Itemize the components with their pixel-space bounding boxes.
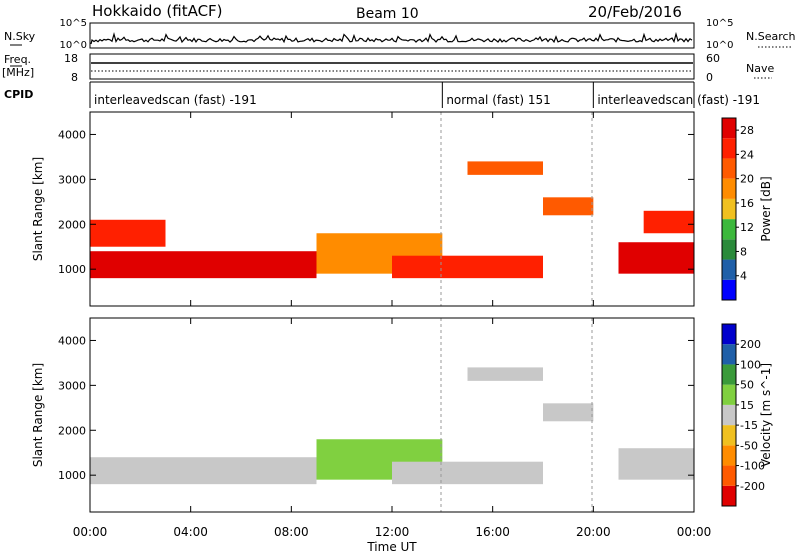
nsky-tick-top: 10^5 <box>60 18 87 29</box>
freq-unit: [MHz] <box>2 66 34 79</box>
colorbar-swatch <box>722 404 736 426</box>
nsearch-label: N.Search <box>746 30 796 43</box>
velocity-panel: 1000 2000 3000 4000 <box>58 317 695 513</box>
colorbar-tick-label: 12 <box>740 221 754 234</box>
colorbar-swatch <box>722 324 736 345</box>
colorbar-swatch <box>722 239 736 260</box>
cpid-segment-label: interleavedscan (fast) -191 <box>597 93 760 107</box>
heatmap-cell <box>467 161 543 175</box>
colorbar-swatch <box>722 445 736 466</box>
cpid-label: CPID <box>4 88 33 101</box>
colorbar-tick-label: -15 <box>740 419 758 432</box>
colorbar-tick-label: 16 <box>740 197 754 210</box>
colorbar-frame <box>721 323 737 507</box>
power-y-axis-label: Slant Range [km] <box>31 157 45 261</box>
colorbar-tick-label: 28 <box>740 124 754 137</box>
colorbar-swatch <box>722 219 736 240</box>
x-tick-label: 12:00 <box>375 525 410 539</box>
y-tick-label: 4000 <box>58 334 86 347</box>
x-axis-label: Time UT <box>366 540 417 554</box>
y-tick-label: 2000 <box>58 218 86 231</box>
cpid-strip: interleavedscan (fast) -191 normal (fast)… <box>89 81 760 108</box>
colorbar-frame <box>721 117 737 301</box>
colorbar-swatch <box>722 279 736 300</box>
station-title: Hokkaido (fitACF) <box>92 2 223 20</box>
colorbar-swatch <box>722 344 736 365</box>
heatmap-cell <box>90 219 166 247</box>
velocity-colorbar-label: Velocity [m s^-1] <box>759 363 773 467</box>
velocity-y-axis-label: Slant Range [km] <box>31 363 45 467</box>
nsky-label: N.Sky <box>4 30 36 43</box>
cpid-segment-label: interleavedscan (fast) -191 <box>94 93 257 107</box>
colorbar-swatch <box>722 138 736 159</box>
nsearch-tick-bottom: 10^0 <box>706 40 733 51</box>
freq-tick-top: 18 <box>64 52 78 65</box>
heatmap-cell <box>643 210 694 234</box>
freq-label: Freq. <box>4 53 31 66</box>
colorbar-tick-label: -200 <box>740 480 765 493</box>
heatmap-cell <box>618 448 694 480</box>
colorbar-swatch <box>722 425 736 446</box>
nsky-tick-bottom: 10^0 <box>60 40 87 51</box>
x-tick-label: 04:00 <box>173 525 208 539</box>
colorbar-swatch <box>722 198 736 220</box>
colorbar-swatch <box>722 384 736 405</box>
x-tick-label: 00:00 <box>677 525 712 539</box>
colorbar-tick-label: 100 <box>740 358 761 371</box>
colorbar-swatch <box>722 465 736 486</box>
colorbar-swatch <box>722 364 736 385</box>
colorbar-swatch <box>722 178 736 199</box>
y-tick-label: 3000 <box>58 173 86 186</box>
colorbar-tick-label: 8 <box>740 245 747 258</box>
power-panel: 1000 2000 3000 4000 <box>58 111 695 307</box>
nsky-strip <box>89 22 695 49</box>
heatmap-cell <box>392 461 543 485</box>
heatmap-cell <box>90 251 317 279</box>
colorbar-swatch <box>722 158 736 179</box>
nave-tick-bottom: 0 <box>706 71 713 84</box>
date-title: 20/Feb/2016 <box>588 3 682 21</box>
heatmap-cell <box>392 255 543 279</box>
y-tick-label: 1000 <box>58 469 86 482</box>
colorbar-tick-label: 15 <box>740 399 754 412</box>
beam-title: Beam 10 <box>356 6 419 22</box>
power-colorbar: 4 8 12 16 20 24 28 <box>721 117 754 301</box>
nave-tick-top: 60 <box>706 52 720 65</box>
freq-strip <box>89 53 695 80</box>
colorbar-swatch <box>722 259 736 280</box>
x-tick-label: 08:00 <box>274 525 309 539</box>
heatmap-cell <box>467 367 543 381</box>
x-tick-label: 00:00 <box>73 525 108 539</box>
heatmap-cell <box>90 457 317 485</box>
colorbar-swatch <box>722 118 736 139</box>
heatmap-cell <box>543 197 594 216</box>
x-tick-label: 16:00 <box>475 525 510 539</box>
colorbar-tick-label: -100 <box>740 460 765 473</box>
colorbar-tick-label: 20 <box>740 173 754 186</box>
y-tick-label: 2000 <box>58 424 86 437</box>
y-tick-label: 1000 <box>58 263 86 276</box>
colorbar-tick-label: 4 <box>740 270 747 283</box>
colorbar-swatch <box>722 485 736 506</box>
cpid-segment-label: normal (fast) 151 <box>446 93 550 107</box>
nsearch-tick-top: 10^5 <box>706 18 733 29</box>
colorbar-tick-label: 24 <box>740 148 754 161</box>
nave-label: Nave <box>746 62 774 75</box>
colorbar-tick-label: 50 <box>740 379 754 392</box>
y-tick-label: 4000 <box>58 128 86 141</box>
freq-tick-bottom: 8 <box>71 71 78 84</box>
velocity-colorbar: 200 100 50 15 -15 -50 -100 -200 <box>721 323 765 507</box>
heatmap-cell <box>543 403 594 422</box>
colorbar-tick-label: 200 <box>740 338 761 351</box>
y-tick-label: 3000 <box>58 379 86 392</box>
heatmap-cell <box>618 242 694 274</box>
colorbar-tick-label: -50 <box>740 439 758 452</box>
power-colorbar-label: Power [dB] <box>759 176 773 241</box>
x-tick-label: 20:00 <box>576 525 611 539</box>
